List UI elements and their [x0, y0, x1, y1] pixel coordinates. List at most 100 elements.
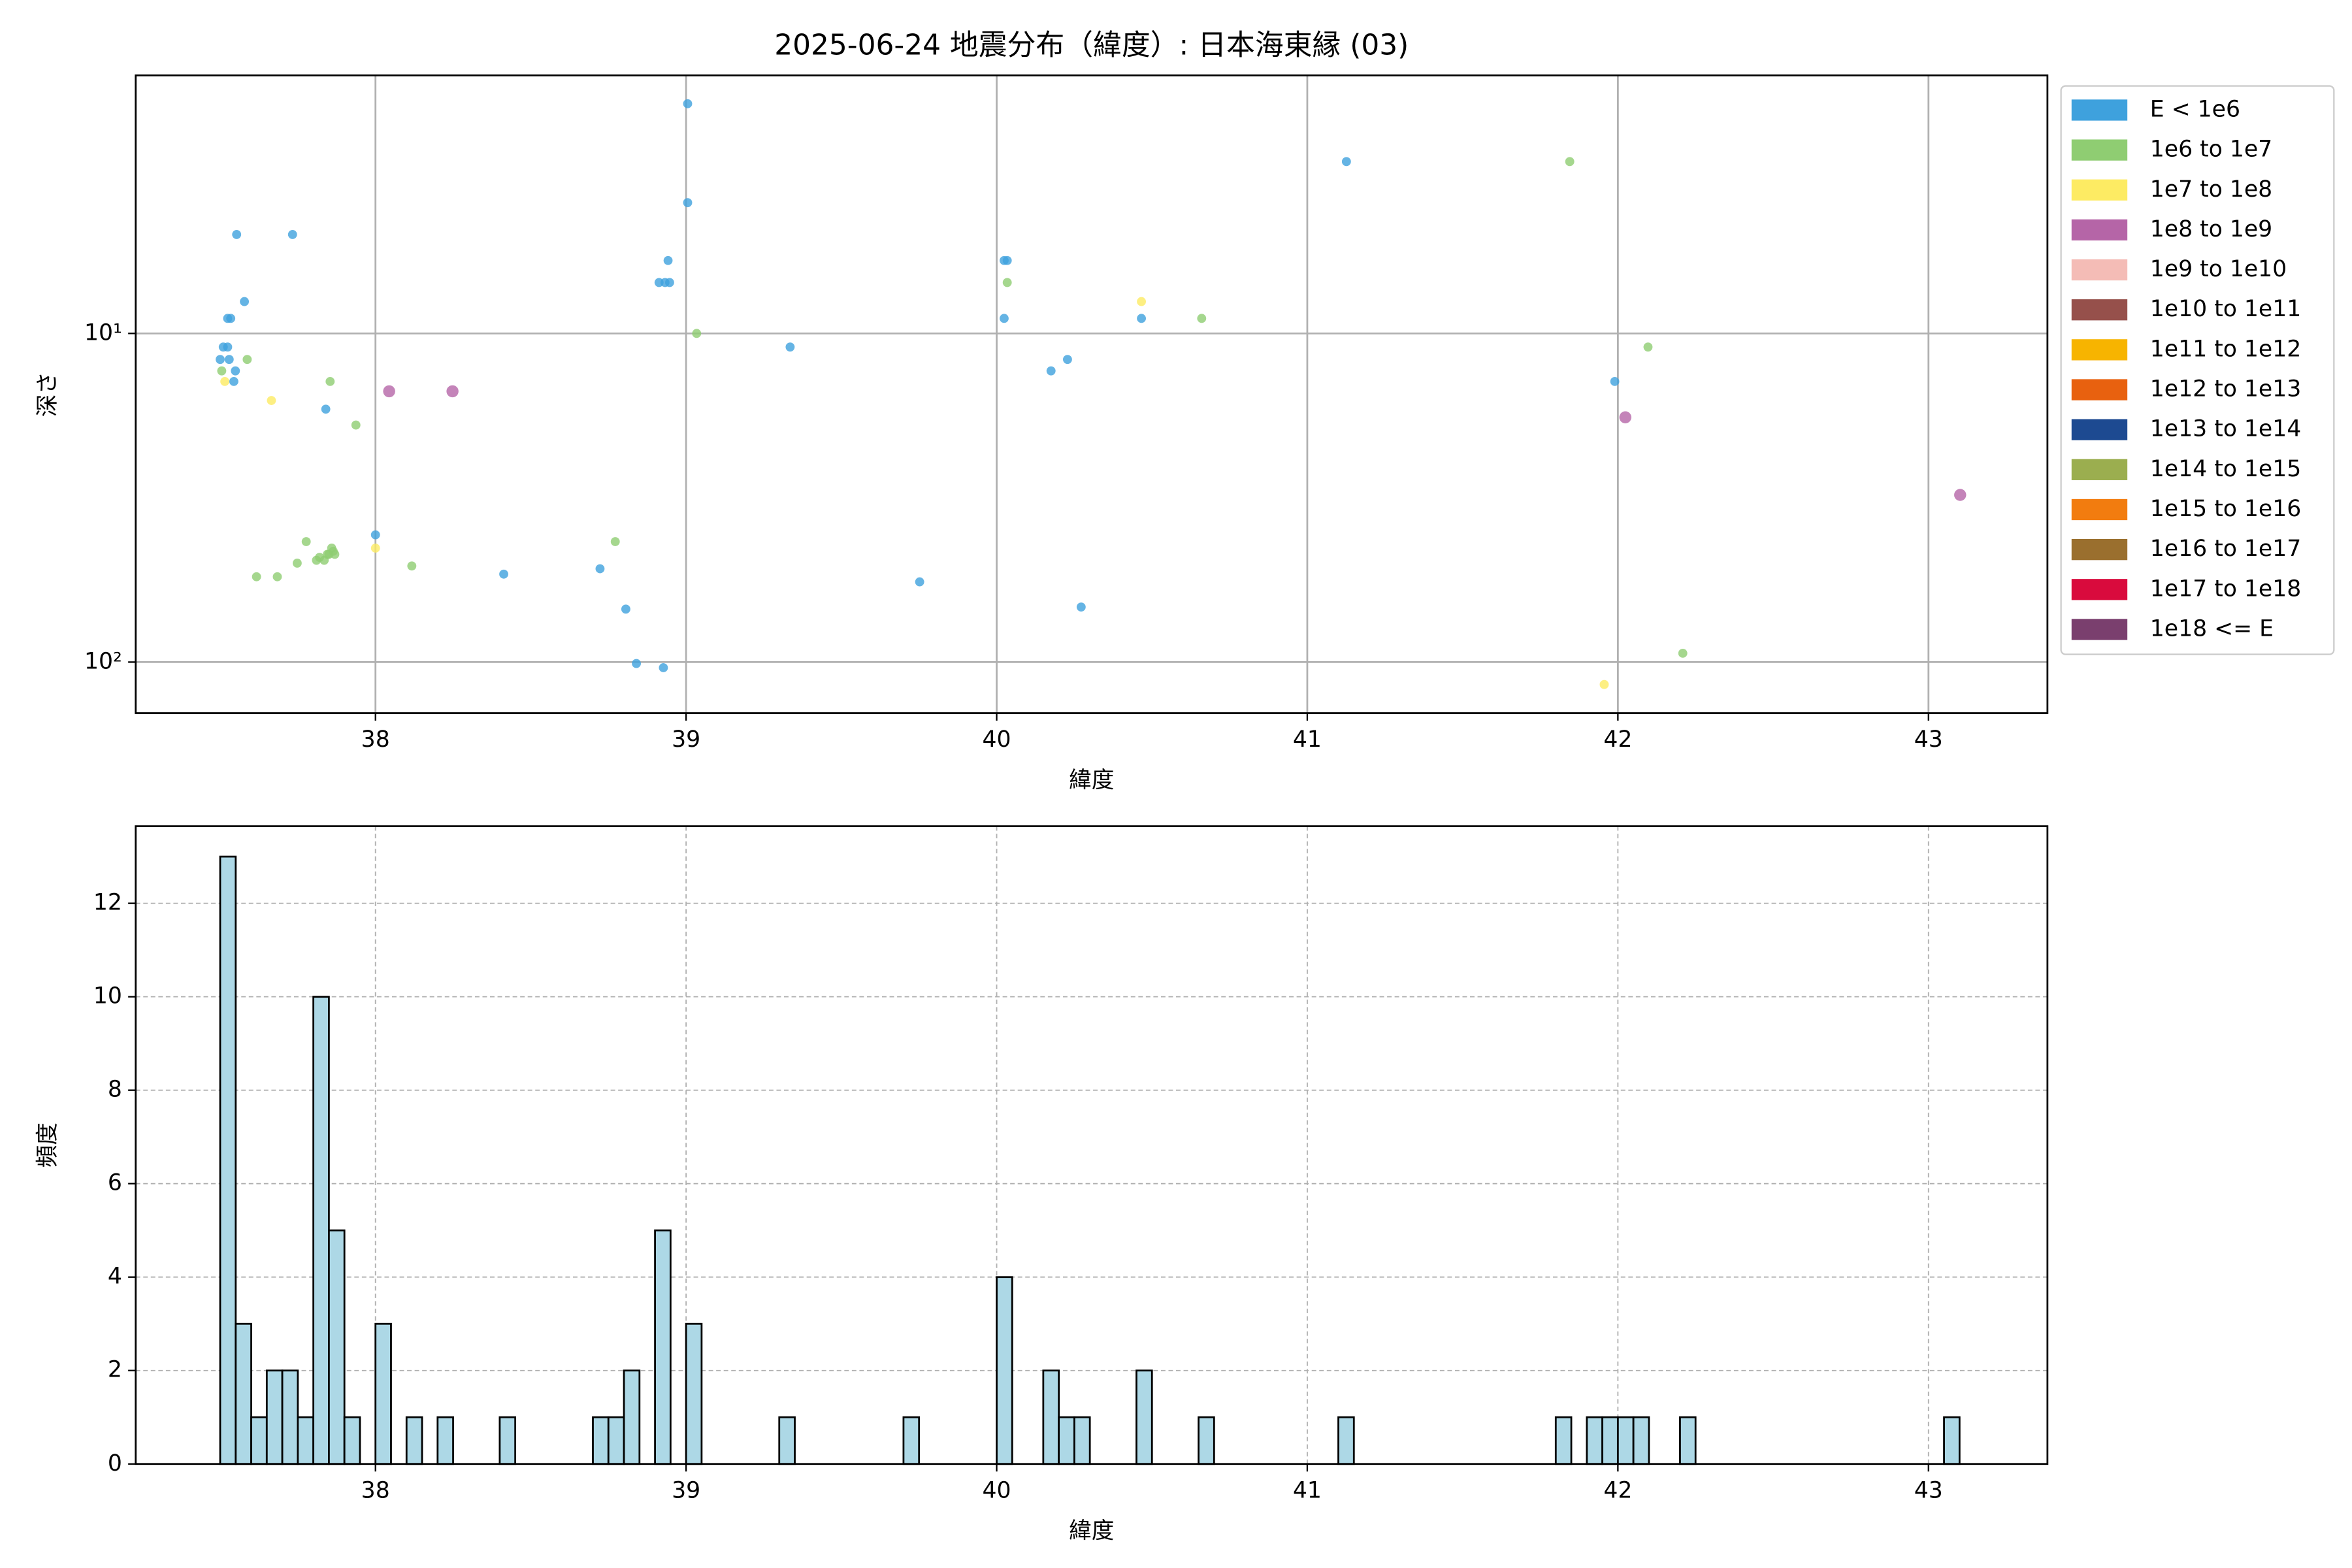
bar [623, 1369, 641, 1465]
y-tick-label: 6 [108, 1170, 122, 1196]
y-tick-label: 12 [93, 890, 122, 916]
data-point [1076, 602, 1086, 612]
data-point [1002, 278, 1012, 287]
legend-swatch [2071, 299, 2128, 321]
y-tick-label: 4 [108, 1264, 122, 1290]
data-point [654, 278, 664, 287]
data-point [240, 297, 250, 306]
data-point [595, 564, 605, 574]
data-point [351, 420, 361, 430]
data-point [229, 376, 238, 386]
legend-label: 1e8 to 1e9 [2150, 216, 2272, 242]
bar [654, 1229, 672, 1465]
legend-label: 1e9 to 1e10 [2150, 256, 2287, 282]
legend-label: 1e13 to 1e14 [2150, 416, 2301, 442]
data-point [312, 555, 321, 565]
y-tick-label: 2 [108, 1357, 122, 1383]
bar [250, 1416, 268, 1465]
data-point [663, 255, 673, 265]
x-tick-label: 39 [672, 1477, 700, 1503]
x-tick-label: 42 [1603, 1477, 1632, 1503]
legend-swatch [2071, 459, 2128, 480]
data-point [610, 537, 620, 546]
data-point [1643, 342, 1653, 352]
legend-swatch [2071, 259, 2128, 281]
bar [374, 1322, 392, 1465]
bar [1554, 1416, 1573, 1465]
data-point [1341, 157, 1351, 167]
data-point [217, 366, 227, 376]
data-point [252, 572, 261, 581]
x-tick-label: 40 [983, 1477, 1011, 1503]
data-point [1002, 255, 1012, 265]
data-point [915, 577, 924, 587]
legend-label: 1e6 to 1e7 [2150, 137, 2272, 163]
data-point [216, 355, 225, 365]
data-point [499, 569, 508, 579]
legend-label: 1e10 to 1e11 [2150, 296, 2301, 322]
data-point [1954, 489, 1967, 501]
bar [328, 1229, 346, 1465]
y-axis-label: 頻度 [35, 1122, 61, 1168]
x-tick-label: 39 [672, 727, 700, 753]
bar [498, 1416, 517, 1465]
data-point [220, 376, 230, 386]
bar [1943, 1416, 1961, 1465]
data-point [1137, 314, 1146, 323]
legend-swatch [2071, 539, 2128, 561]
legend-swatch [2071, 219, 2128, 241]
legend-label: 1e18 <= E [2150, 615, 2274, 642]
bar [343, 1416, 361, 1465]
data-point [1565, 157, 1575, 167]
bar [265, 1369, 284, 1465]
x-tick-label: 38 [361, 1477, 390, 1503]
bar [996, 1276, 1013, 1465]
bar [281, 1369, 299, 1465]
y-tick-label: 8 [108, 1077, 122, 1103]
legend-swatch [2071, 379, 2128, 400]
bar [1058, 1416, 1075, 1465]
data-point [1619, 411, 1631, 423]
data-point [446, 385, 459, 398]
data-point [267, 396, 276, 405]
bar [1135, 1369, 1153, 1465]
data-point [407, 561, 417, 571]
x-tick-label: 43 [1914, 727, 1943, 753]
x-tick-label: 42 [1603, 727, 1632, 753]
legend-label: 1e7 to 1e8 [2150, 176, 2272, 203]
x-tick-label: 41 [1293, 1477, 1322, 1503]
bar [235, 1322, 252, 1465]
legend-label: 1e11 to 1e12 [2150, 336, 2301, 362]
data-point [692, 329, 702, 338]
legend-swatch [2071, 419, 2128, 440]
data-point [785, 342, 795, 352]
data-point [1000, 314, 1009, 323]
legend-label: 1e16 to 1e17 [2150, 536, 2301, 562]
bar [1073, 1416, 1091, 1465]
data-point [1678, 648, 1688, 658]
bar [902, 1416, 921, 1465]
legend-label: 1e12 to 1e13 [2150, 376, 2301, 402]
bar [592, 1416, 610, 1465]
x-tick-label: 41 [1293, 727, 1322, 753]
data-point [329, 546, 338, 556]
x-tick-label: 40 [983, 727, 1011, 753]
data-point [683, 99, 693, 108]
bar [405, 1416, 423, 1465]
data-point [1599, 679, 1609, 689]
bar [1616, 1416, 1635, 1465]
bar [1042, 1369, 1060, 1465]
data-point [383, 385, 395, 398]
data-point [242, 355, 252, 365]
data-point [1046, 366, 1056, 376]
x-axis-label: 緯度 [1069, 1518, 1114, 1544]
legend-swatch [2071, 498, 2128, 521]
bar [297, 1416, 315, 1465]
x-tick-label: 43 [1914, 1477, 1943, 1503]
x-axis-label: 緯度 [1069, 767, 1114, 793]
data-point [223, 314, 233, 323]
bar [1337, 1416, 1355, 1465]
data-point [621, 604, 630, 614]
chart-title: 2025-06-24 地震分布（緯度）: 日本海東縁 (03) [774, 29, 1409, 62]
